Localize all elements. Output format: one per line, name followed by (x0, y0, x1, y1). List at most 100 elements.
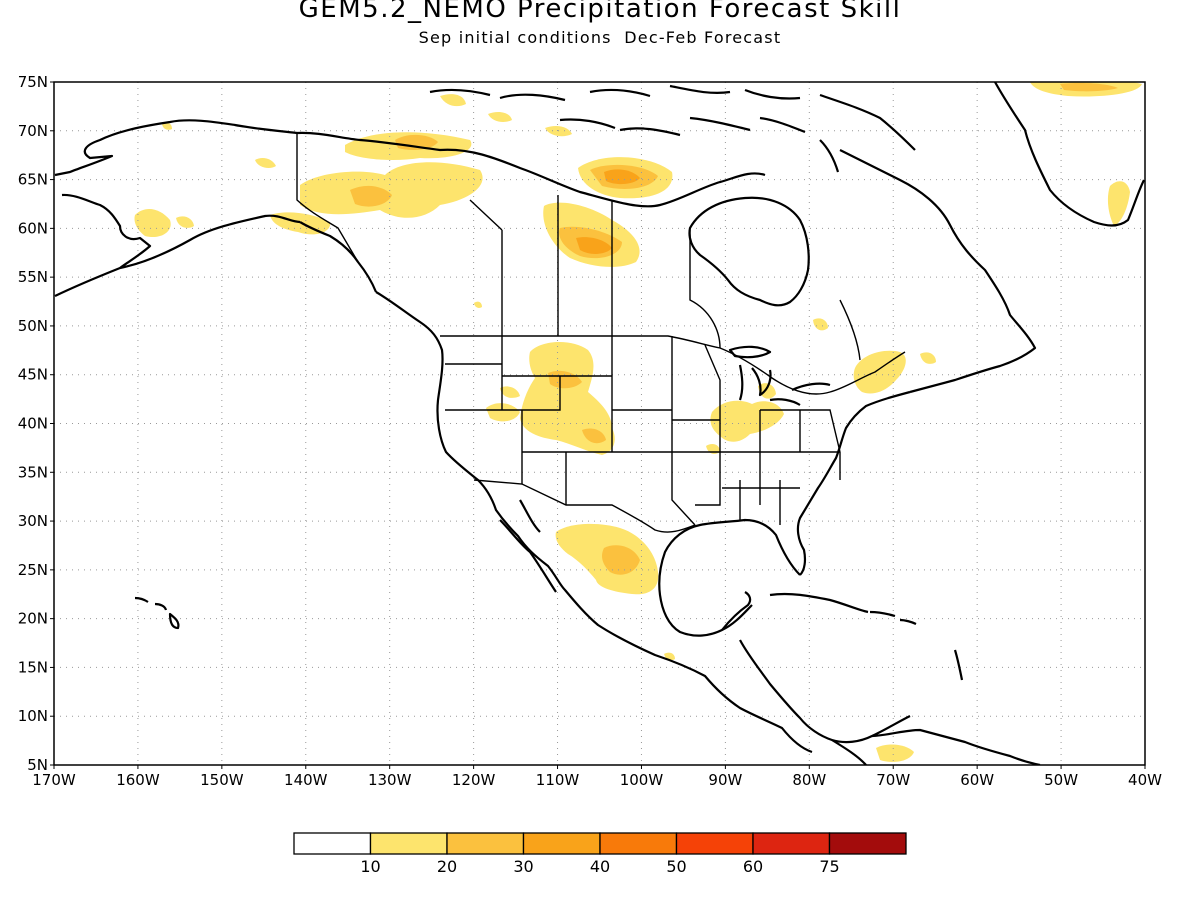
skill-patch-yukon-core (350, 185, 392, 207)
skill-patch-montana (520, 341, 615, 455)
latitude-labels: 5N 10N 15N 20N 25N 30N 35N 40N 45N 50N 55N 60N 65N 70… (18, 73, 48, 774)
colorbar-swatch (599, 832, 678, 855)
coastline-great-lakes (728, 345, 831, 406)
lon-tick-label: 50W (1044, 771, 1078, 789)
skill-patch-montana-core (548, 370, 582, 389)
lat-tick-label: 30N (18, 512, 48, 530)
lon-tick-label: 120W (452, 771, 496, 789)
skill-patch-alaska-sw (134, 208, 171, 238)
skill-patch-arctic-1 (440, 94, 466, 107)
coastlines (54, 82, 1145, 765)
lat-tick-label: 55N (18, 268, 48, 286)
skill-patch-manitoba-core (576, 237, 612, 254)
border-alaska-canada (296, 133, 359, 263)
colorbar-label: 40 (590, 857, 610, 876)
lat-tick-label: 20N (18, 610, 48, 628)
colorbar-swatch (369, 832, 448, 855)
colorbar-label: 20 (437, 857, 457, 876)
coastline-alaska-panhandle (299, 221, 378, 293)
map-subtitle: Sep initial conditions Dec-Feb Forecast (418, 28, 782, 47)
colorbar-label: 75 (819, 857, 839, 876)
skill-patch-hudson (813, 318, 828, 331)
skill-patch-yukon (300, 162, 483, 218)
colorbar-swatch (675, 832, 754, 855)
map-title: GEM5.2_NEMO Precipitation Forecast Skill (298, 0, 902, 24)
lat-tick-label: 10N (18, 707, 48, 725)
border-provinces (469, 195, 861, 361)
colorbar-label: 60 (743, 857, 763, 876)
lon-tick-label: 80W (792, 771, 826, 789)
skill-patch-idaho (500, 386, 520, 398)
lon-tick-label: 100W (620, 771, 664, 789)
coastline-cuba (769, 592, 869, 614)
coastline-south-america (831, 728, 1041, 765)
lon-tick-label: 110W (536, 771, 580, 789)
skill-patch-colorado-core (582, 428, 606, 444)
coastline-baja (499, 499, 557, 593)
colorbar-swatch (446, 832, 525, 855)
coastline-hudson-bay (688, 196, 810, 307)
skill-patch-nevada (486, 403, 520, 422)
colorbar-swatch (828, 832, 907, 855)
border-states (445, 336, 841, 526)
coastline-central-america (739, 639, 911, 744)
lat-tick-label: 40N (18, 415, 48, 433)
lon-tick-label: 130W (368, 771, 412, 789)
colorbar-swatch (522, 832, 601, 855)
skill-patch-nova-scotia (920, 352, 936, 364)
lat-tick-label: 5N (27, 756, 48, 774)
lon-tick-label: 170W (32, 771, 76, 789)
colorbar: 10 20 30 40 50 60 75 (293, 832, 907, 876)
lat-tick-label: 60N (18, 219, 48, 237)
latitude-ticks (50, 81, 54, 766)
longitude-labels: 170W 160W 150W 140W 130W 120W 110W 100W 90W 80W 70… (32, 771, 1162, 789)
border-us-mexico (473, 479, 696, 533)
skill-patch-bc-interior (474, 301, 482, 308)
coastline-hawaii (134, 596, 180, 630)
colorbar-label: 10 (360, 857, 380, 876)
lon-tick-label: 40W (1128, 771, 1162, 789)
coastline-yucatan (721, 591, 752, 631)
lat-tick-label: 25N (18, 561, 48, 579)
coastline-pacific (375, 291, 813, 754)
skill-patch-mexico-core (602, 545, 640, 575)
skill-patch-midwest (710, 400, 784, 442)
lat-tick-label: 15N (18, 658, 48, 676)
coastline-greenland (994, 82, 1145, 227)
colorbar-swatch (752, 832, 831, 855)
lon-tick-label: 160W (116, 771, 160, 789)
coastline-labrador (839, 149, 1037, 394)
skill-patch-venezuela (876, 744, 914, 762)
skill-patch-arctic-2 (488, 112, 512, 122)
skill-patch-michigan (758, 383, 776, 399)
political-borders (296, 133, 906, 533)
skill-patch-alaska-n (162, 122, 172, 130)
lat-tick-label: 50N (18, 317, 48, 335)
skill-shading (134, 82, 1142, 762)
colorbar-label: 50 (666, 857, 686, 876)
lon-tick-label: 90W (708, 771, 742, 789)
coastline-atlantic (796, 390, 911, 576)
skill-patch-nunavut-core (604, 169, 640, 185)
lat-tick-label: 35N (18, 463, 48, 481)
coastline-arctic-islands (429, 84, 916, 173)
lat-tick-label: 70N (18, 122, 48, 140)
coastline-arctic (296, 131, 766, 208)
lon-tick-label: 140W (284, 771, 328, 789)
skill-patch-greenland-se (1107, 181, 1130, 226)
colorbar-swatch (293, 832, 372, 855)
border-us-canada (440, 335, 906, 395)
skill-patch-alaska-s (176, 216, 194, 228)
coastline-gulf (658, 518, 801, 637)
skill-patch-alaska-w (255, 158, 276, 168)
lon-tick-label: 150W (200, 771, 244, 789)
coastline-caribbean (869, 610, 964, 681)
colorbar-label: 30 (513, 857, 533, 876)
lat-tick-label: 45N (18, 366, 48, 384)
longitude-ticks (53, 765, 1146, 769)
lat-tick-label: 75N (18, 73, 48, 91)
lat-tick-label: 65N (18, 171, 48, 189)
lon-tick-label: 70W (876, 771, 910, 789)
skill-patch-bc-coast (270, 212, 331, 235)
